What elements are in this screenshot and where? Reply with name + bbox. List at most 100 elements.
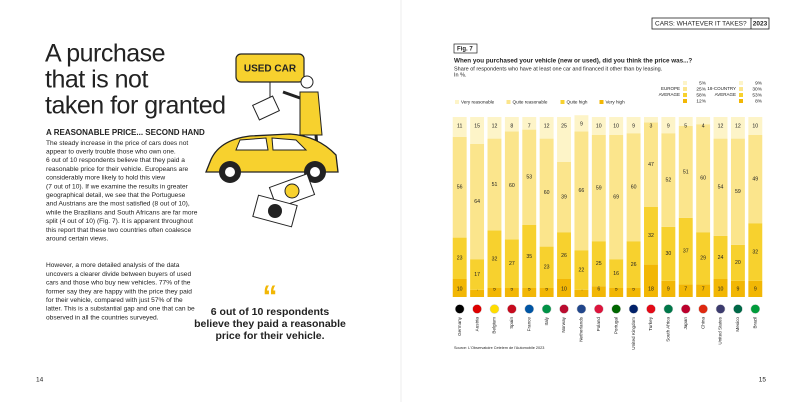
data-label: 9 [754, 286, 757, 292]
bar-segment [644, 117, 658, 123]
data-label: 49 [752, 176, 758, 182]
data-label: 12 [544, 123, 550, 129]
body-line: and Austrians are the most satisfied (8 … [46, 201, 190, 208]
flag [559, 304, 569, 314]
data-label: 5 [510, 286, 513, 292]
data-label: 53 [526, 175, 532, 181]
data-label: 51 [492, 182, 498, 188]
sign-text: USED CAR [244, 64, 297, 75]
data-label: 25 [561, 123, 567, 129]
data-label: 5 [632, 286, 635, 292]
average-value: 5% [699, 81, 707, 87]
average-swatch [683, 87, 687, 91]
bar-segment [470, 117, 485, 144]
body-line: while the Brazilians and South Africans … [45, 209, 198, 216]
body-line: cars and those who buy new vehicles. 77%… [46, 280, 191, 287]
body-line: reasonable price for their vehicle. Euro… [46, 166, 189, 173]
data-label: 32 [752, 249, 758, 255]
average-swatch [739, 81, 743, 85]
bar-segment [557, 162, 571, 233]
flag [698, 304, 708, 314]
bar-segment [504, 131, 519, 240]
flag [472, 304, 482, 314]
bar-segment [730, 244, 745, 281]
bar-segment [696, 232, 711, 285]
bar-segment [591, 286, 606, 297]
bar-segment [574, 289, 589, 297]
flag [507, 304, 517, 314]
source: Source: L'Observatoire Cetelem de l'Auto… [454, 346, 544, 350]
data-label: 69 [613, 194, 619, 200]
flag [715, 304, 726, 314]
flag [733, 304, 743, 314]
bar-segment [713, 138, 728, 236]
bar-segment [504, 117, 519, 132]
bar-segment [591, 117, 606, 135]
header-section: CARS: WHATEVER IT TAKES? [655, 21, 747, 28]
bar-segment [522, 225, 537, 288]
bar-segment [574, 115, 589, 132]
data-label: 11 [457, 123, 462, 129]
bar-segment [452, 237, 467, 279]
chart: Very reasonable Quite reasonable Quite hig… [452, 81, 763, 350]
flag [611, 304, 621, 314]
bar-segment [557, 279, 571, 297]
bar-segment [452, 279, 467, 297]
bar-segment [557, 232, 571, 279]
flag [489, 304, 500, 314]
legend-label: Very reasonable [461, 100, 495, 105]
data-label: 9 [736, 286, 739, 292]
body-line: (7 out of 10). If we examine the results… [46, 183, 189, 190]
body-line: considerably more likely to hold this vi… [46, 175, 165, 182]
data-label: 10 [613, 123, 619, 129]
data-label: 60 [509, 183, 515, 189]
bar-segment [730, 138, 745, 245]
header-year: 2023 [753, 21, 768, 28]
body-line: former say they are happy with the price… [46, 288, 192, 295]
data-label: 37 [683, 248, 689, 254]
data-label: 9 [632, 123, 635, 129]
data-label: 60 [631, 185, 637, 191]
data-label: 39 [561, 194, 567, 200]
bar-segment [522, 129, 537, 225]
body-line: this report that these two countries oft… [46, 227, 191, 234]
bar-segment [644, 207, 658, 265]
legend-swatch [455, 100, 459, 104]
bar-segment [713, 117, 728, 139]
data-label: 23 [544, 265, 550, 271]
legend-label: Quite high [567, 100, 588, 105]
data-label: 59 [596, 185, 602, 191]
category-label: United Kingdom [631, 317, 636, 350]
bar-segment [609, 117, 624, 135]
category-label: China [700, 317, 705, 329]
bar-segment [504, 288, 519, 297]
bar-segment [644, 264, 658, 297]
data-label: 51 [683, 169, 689, 175]
category-label: Japan [683, 317, 688, 330]
bar-segment [470, 289, 485, 297]
data-label: 26 [631, 262, 637, 268]
category-label: Belgium [492, 317, 497, 334]
bar-segment [661, 133, 676, 227]
chart-subtitle: Share of respondents who have at least o… [454, 66, 663, 72]
bar-segment [748, 135, 763, 224]
data-label: 12 [735, 123, 741, 129]
subtitle: A REASONABLE PRICE... SECOND HAND [46, 128, 205, 137]
data-label: 10 [752, 123, 758, 129]
data-label: 64 [474, 199, 480, 205]
category-label: Turkey [648, 316, 653, 331]
data-label: 66 [579, 188, 585, 194]
quote-line: price for their vehicle. [215, 330, 324, 342]
data-label: 20 [735, 260, 741, 266]
title-line: that is not [45, 66, 148, 94]
data-label: 12 [718, 123, 724, 129]
data-label: 5 [493, 286, 496, 292]
average-value: 58% [696, 93, 706, 99]
category-label: Germany [457, 316, 462, 336]
data-label: 26 [561, 253, 567, 259]
data-label: 5 [545, 286, 548, 292]
body-line: 6 out of 10 respondents believe that the… [46, 157, 185, 164]
quote-line: believe they paid a reasonable [194, 318, 346, 330]
flag [646, 304, 656, 314]
